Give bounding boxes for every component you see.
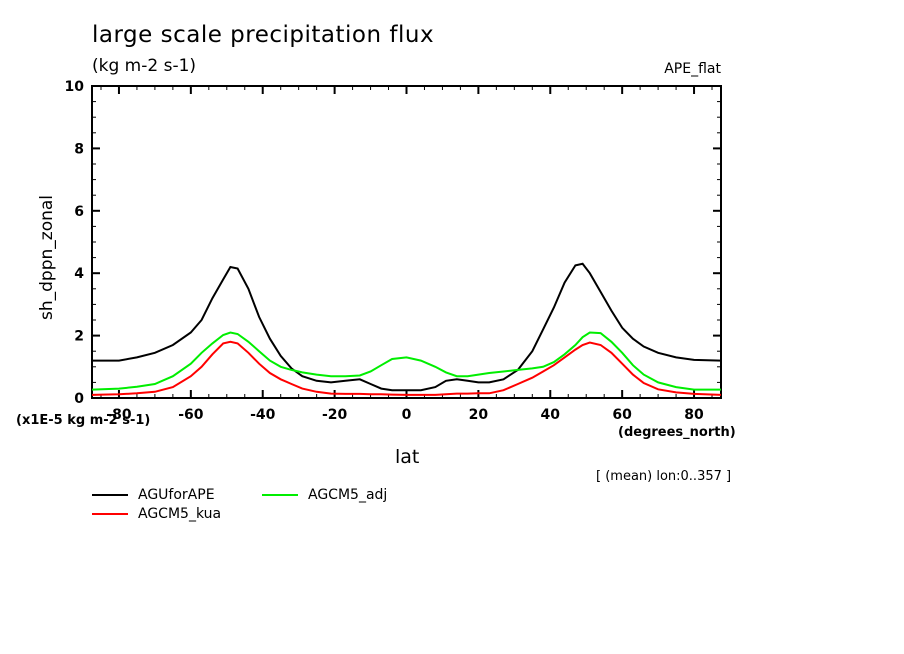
x-tick-label: 0 — [402, 407, 412, 423]
series-line-aguforape — [92, 262, 722, 392]
legend-label: AGCM5_adj — [308, 487, 388, 503]
y-tick-label: 0 — [74, 391, 84, 407]
experiment-label: APE_flat — [664, 61, 721, 77]
y-tick-label: 6 — [74, 204, 84, 220]
x-tick-label: 60 — [612, 407, 632, 423]
legend-label: AGCM5_kua — [138, 506, 222, 522]
legend-swatch — [92, 513, 128, 515]
chart-title: large scale precipitation flux — [92, 22, 435, 48]
x-axis-units: (degrees_north) — [618, 425, 736, 440]
x-tick-label: -60 — [178, 407, 204, 423]
legend-item-aguforape: AGUforAPE — [92, 487, 215, 503]
x-tick-label: 40 — [541, 407, 561, 423]
legend-item-agcm5-kua: AGCM5_kua — [92, 506, 221, 522]
y-tick-label: 4 — [74, 266, 84, 282]
series-line-agcm5-adj — [91, 331, 721, 391]
legend-swatch — [92, 494, 128, 496]
y-tick-label: 2 — [74, 329, 84, 345]
x-tick-label: -40 — [250, 407, 276, 423]
series-line-agcm5-kua — [91, 340, 722, 396]
x-tick-label: 80 — [684, 407, 704, 423]
x-tick-label: -80 — [106, 407, 132, 423]
legend-item-agcm5-adj: AGCM5_adj — [262, 487, 387, 503]
chart-units: (kg m-2 s-1) — [92, 56, 197, 76]
mean-note: [ (mean) lon:0..357 ] — [596, 469, 732, 484]
plot-frame — [91, 85, 722, 399]
y-scale-note: (x1E-5 kg m-2 s-1) — [16, 413, 151, 428]
x-tick-label: -20 — [322, 407, 348, 423]
y-tick-label: 10 — [65, 79, 85, 95]
x-tick-label: 20 — [469, 407, 489, 423]
legend-label: AGUforAPE — [138, 487, 215, 503]
legend-swatch — [262, 494, 298, 496]
y-tick-label: 8 — [74, 141, 84, 157]
x-axis-label: lat — [395, 446, 420, 468]
